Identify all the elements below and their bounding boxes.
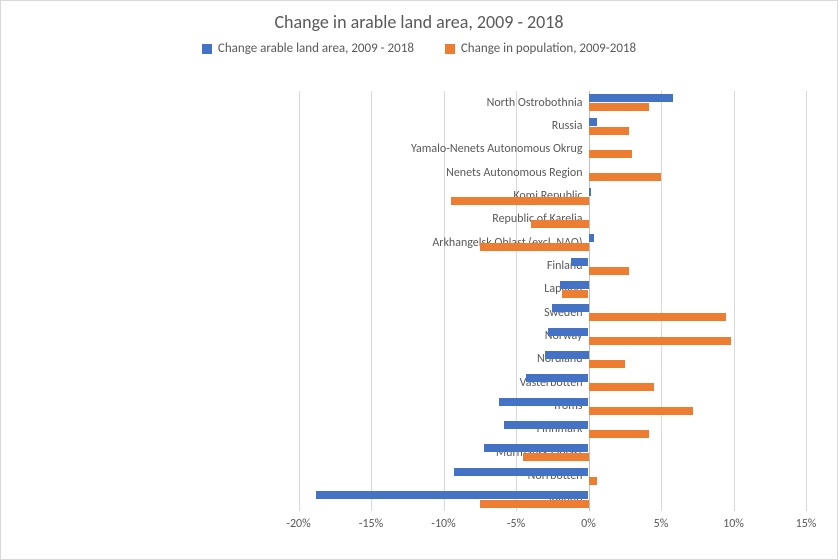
plot-area: -20%-15%-10%-5%0%5%10%15%North Ostroboth… [226,91,806,511]
bar-series1 [589,188,592,196]
bar-series1 [484,444,588,452]
gridline [661,91,662,511]
legend-label-2: Change in population, 2009-2018 [461,41,636,56]
legend-label-1: Change arable land area, 2009 - 2018 [218,41,414,56]
bar-series1 [589,118,598,126]
bar-series2 [480,500,589,508]
bar-series1 [526,374,588,382]
legend-swatch-1 [202,44,212,54]
bar-series1 [545,351,589,359]
bar-series1 [571,258,588,266]
y-axis-label: North Ostrobothnia [487,96,583,110]
legend-item-series2: Change in population, 2009-2018 [445,41,636,56]
bar-series2 [589,337,731,345]
bar-series2 [589,383,654,391]
bar-series2 [589,477,598,485]
bar-series1 [454,468,589,476]
bar-series2 [562,290,588,298]
bar-series1 [504,421,588,429]
gridline [371,91,372,511]
bar-series2 [589,267,630,275]
chart-title: Change in arable land area, 2009 - 2018 [1,1,837,41]
bar-series2 [589,127,630,135]
legend-swatch-2 [445,44,455,54]
bar-series2 [589,360,625,368]
chart-legend: Change arable land area, 2009 - 2018 Cha… [1,41,837,66]
x-axis-label: 10% [723,517,744,531]
bar-series1 [552,304,588,312]
bar-series2 [523,453,588,461]
gridline [806,91,807,511]
bar-series2 [480,243,589,251]
y-axis-label: Russia [552,119,583,133]
bar-series2 [589,313,727,321]
x-axis-label: 0% [581,517,596,531]
x-axis-label: -10% [431,517,455,531]
bar-series2 [589,430,650,438]
bar-series1 [548,328,589,336]
bar-series2 [589,150,633,158]
x-axis-label: 5% [654,517,669,531]
legend-item-series1: Change arable land area, 2009 - 2018 [202,41,414,56]
bar-series1 [316,491,589,499]
bar-series1 [560,281,589,289]
y-axis-label: Nenets Autonomous Region [446,166,582,180]
y-axis-label: Yamalo-Nenets Autonomous Okrug [411,142,583,156]
bar-series1 [589,234,595,242]
bar-series2 [451,197,589,205]
x-axis-label: -15% [359,517,383,531]
bar-series1 [499,398,589,406]
x-axis-label: -5% [507,517,525,531]
x-axis-label: -20% [286,517,310,531]
bar-series2 [589,173,662,181]
x-axis-label: 15% [796,517,817,531]
bar-series1 [589,94,673,102]
gridline [734,91,735,511]
bar-series2 [531,220,589,228]
bar-series2 [589,407,693,415]
chart-container: Change in arable land area, 2009 - 2018 … [0,0,838,560]
bar-series2 [589,103,650,111]
gridline [299,91,300,511]
